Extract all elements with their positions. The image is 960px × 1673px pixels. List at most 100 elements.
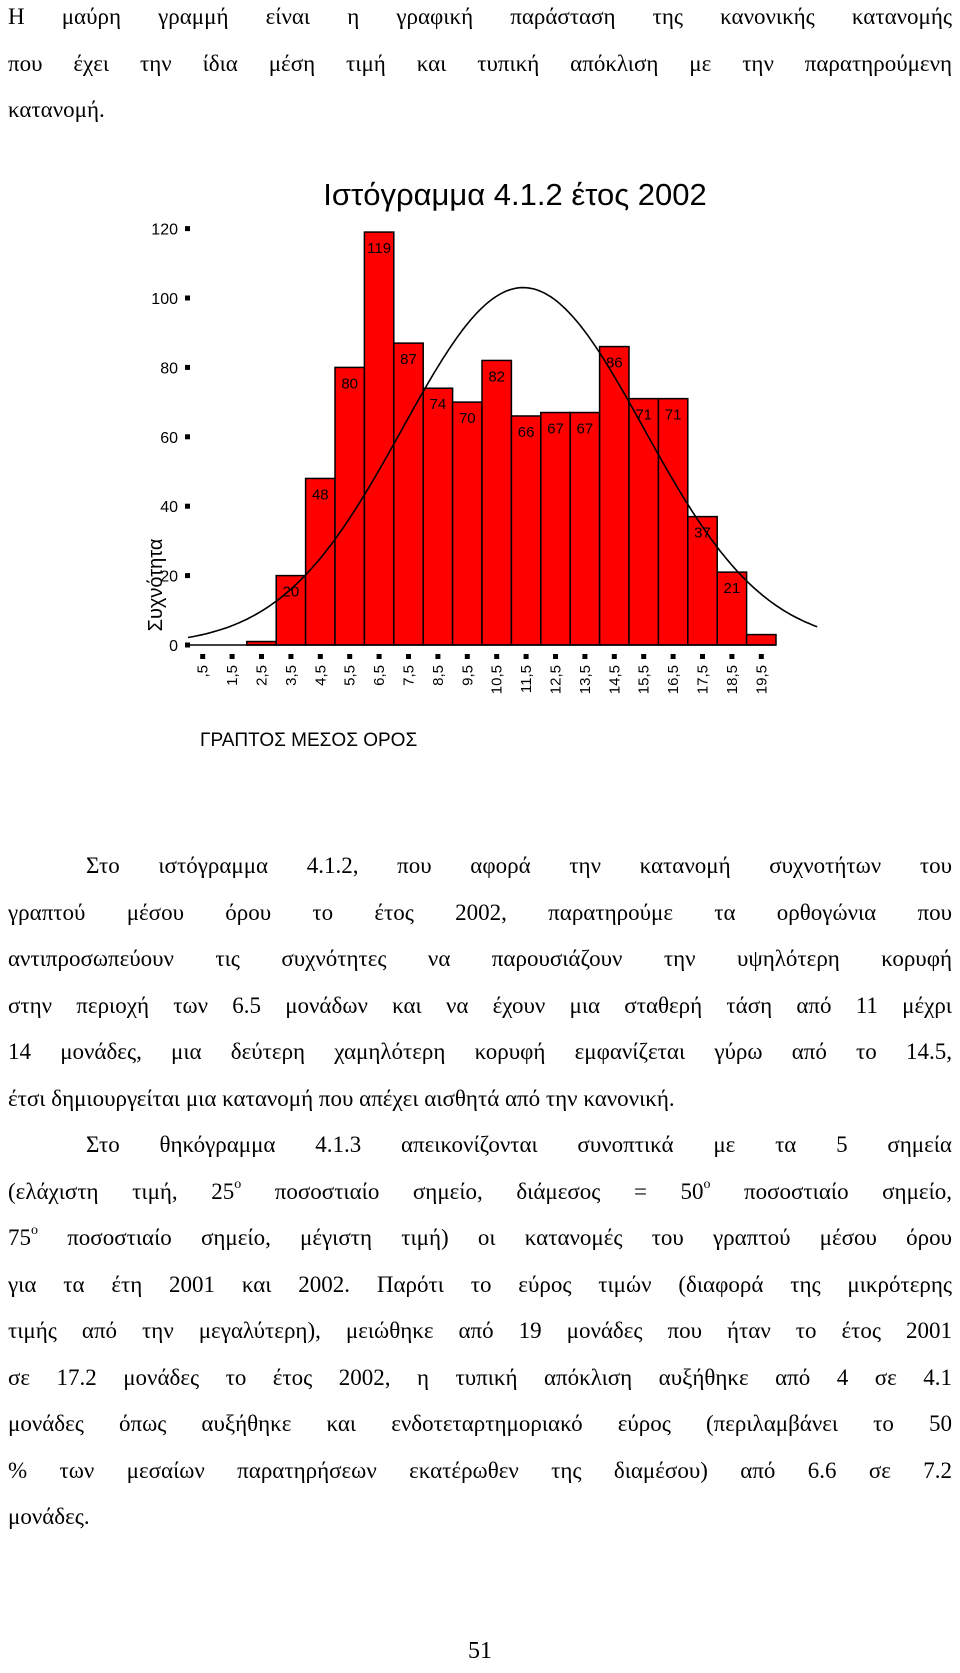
histogram-bar xyxy=(657,397,689,646)
x-tick-mark xyxy=(641,654,647,659)
text-line: μονάδες όπως αυξήθηκε και ενδοτεταρτημορ… xyxy=(8,1411,952,1436)
x-tick-label: 7,5 xyxy=(401,665,418,686)
text-line: τιμής από την μεγαλύτερη), μειώθηκε από … xyxy=(8,1318,952,1343)
intro-line: που έχει την ίδια μέση τιμή και τυπική α… xyxy=(8,50,952,76)
x-tick-label: 8,5 xyxy=(430,665,447,686)
y-tick-label: 0 xyxy=(169,638,178,655)
bar-value-label: 71 xyxy=(665,407,682,424)
bar-value-label: 71 xyxy=(635,407,652,424)
histogram-bar xyxy=(598,345,630,646)
bar-value-label: 87 xyxy=(400,351,417,368)
x-tick-mark xyxy=(700,654,705,659)
text-line: για τα έτη 2001 και 2002. Παρότι το εύρο… xyxy=(8,1271,952,1297)
page-number: 51 xyxy=(468,1638,492,1664)
x-tick-mark xyxy=(523,654,529,659)
histogram-bar xyxy=(745,633,777,646)
x-tick-label: 17,5 xyxy=(695,665,712,694)
x-tick-label: 6,5 xyxy=(371,665,388,686)
text-line: (ελάχιστη τιμή, 25ο ποσοστιαίο σημείο, δ… xyxy=(8,1176,953,1204)
bar-value-label: 48 xyxy=(312,486,329,503)
bar-value-label: 66 xyxy=(518,424,535,441)
x-tick-label: 3,5 xyxy=(283,665,300,686)
histogram-bar xyxy=(393,342,424,646)
text-line: μονάδες. xyxy=(8,1504,90,1529)
histogram-bar xyxy=(510,415,542,646)
y-tick-label: 20 xyxy=(160,569,178,586)
x-tick-label: 5,5 xyxy=(342,665,359,686)
x-tick-label: ,5 xyxy=(195,665,212,678)
x-tick-label: 1,5 xyxy=(224,665,241,686)
y-tick-label: 40 xyxy=(160,499,178,516)
bar-value-label: 86 xyxy=(606,355,623,372)
histogram-bar xyxy=(451,401,483,646)
text-line: έτσι δημιουργείται μια κατανομή που απέχ… xyxy=(8,1085,675,1111)
text-line: 75ο ποσοστιαίο σημείο, μέγιστη τιμή) οι … xyxy=(8,1223,952,1251)
histogram-bar xyxy=(716,571,748,646)
x-axis: ,5 1,5 2,5 3,5 4,5 5,5 6,5 7,5 8,5 9,5 10,5 11,5 12,… xyxy=(188,644,776,694)
text-line: γραπτού μέσου όρου το έτος 2002, παρατηρ… xyxy=(8,899,952,925)
text-line: σε 17.2 μονάδες το έτος 2002, η τυπική α… xyxy=(8,1364,952,1390)
normal-curve xyxy=(187,286,818,639)
bar-value-label: 21 xyxy=(724,580,741,597)
bar-labels: 20 48 80 119 87 74 70 82 66 67 67 86 71 71 37 21 xyxy=(283,240,741,601)
text-line: Στο ιστόγραμμα 4.1.2, που αφορά την κατα… xyxy=(86,853,952,878)
x-tick-label: 2,5 xyxy=(254,665,271,686)
y-tick-mark xyxy=(185,642,190,648)
x-tick-mark xyxy=(229,654,235,659)
bar-value-label: 37 xyxy=(694,525,711,542)
y-axis: 0 20 40 60 80 100 120 xyxy=(151,222,190,655)
bar-value-label: 80 xyxy=(341,375,358,392)
intro-paragraph: Η μαύρη γραμμή είναι η γραφική παράσταση… xyxy=(8,0,952,134)
intro-line: Η μαύρη γραμμή είναι η γραφική παράσταση… xyxy=(8,4,952,29)
y-tick-mark xyxy=(185,503,190,509)
y-tick-label: 120 xyxy=(151,222,178,239)
x-tick-label: 16,5 xyxy=(665,665,682,694)
x-tick-mark xyxy=(347,654,353,659)
x-axis-label: ΓΡΑΠΤΟΣ ΜΕΣΟΣ ΟΡΟΣ xyxy=(200,730,417,751)
bar-value-label: 82 xyxy=(488,368,505,385)
y-tick-label: 60 xyxy=(160,430,178,447)
histogram-bar xyxy=(540,411,571,646)
x-tick-mark xyxy=(406,654,411,659)
bars xyxy=(246,231,777,646)
bar-value-label: 70 xyxy=(459,410,476,427)
x-tick-mark xyxy=(729,654,735,659)
x-tick-label: 14,5 xyxy=(606,665,623,694)
paragraph-2: Στο θηκόγραμμα 4.1.3 απεικονίζονται συνο… xyxy=(8,1122,952,1541)
text-line: Στο θηκόγραμμα 4.1.3 απεικονίζονται συνο… xyxy=(86,1132,952,1157)
intro-line: κατανομή. xyxy=(8,97,105,122)
x-tick-mark xyxy=(259,654,264,659)
x-tick-mark xyxy=(317,654,323,659)
x-tick-mark xyxy=(288,654,294,659)
y-tick-label: 80 xyxy=(160,360,178,377)
x-tick-label: 12,5 xyxy=(548,665,565,694)
bar-value-label: 67 xyxy=(547,421,564,438)
text-line: 14 μονάδες, μια δεύτερη χαμηλότερη κορυφ… xyxy=(8,1039,952,1064)
x-tick-label: 18,5 xyxy=(724,665,741,694)
chart-title: Ιστόγραμμα 4.1.2 έτος 2002 xyxy=(323,180,707,212)
x-tick-label: 13,5 xyxy=(577,665,594,694)
histogram-bar xyxy=(363,231,395,646)
y-tick-mark xyxy=(185,573,190,579)
x-tick-mark xyxy=(582,654,588,659)
bar-value-label: 67 xyxy=(577,421,594,438)
paragraph-1: Στο ιστόγραμμα 4.1.2, που αφορά την κατα… xyxy=(8,843,952,1122)
y-tick-label: 100 xyxy=(151,291,178,308)
y-tick-mark xyxy=(185,295,190,301)
bar-value-label: 20 xyxy=(283,584,300,601)
x-tick-label: 4,5 xyxy=(312,665,329,686)
y-tick-mark xyxy=(185,226,190,232)
bar-value-label: 119 xyxy=(367,240,391,257)
x-tick-label: 10,5 xyxy=(489,665,506,694)
histogram-bar xyxy=(422,387,454,646)
x-tick-mark xyxy=(464,654,470,659)
x-tick-mark xyxy=(553,654,558,659)
text-line: % των μεσαίων παρατηρήσεων εκατέρωθεν τη… xyxy=(8,1457,952,1483)
x-tick-label: 19,5 xyxy=(753,665,770,694)
x-tick-mark xyxy=(758,654,764,659)
y-tick-mark xyxy=(185,434,190,440)
x-tick-label: 11,5 xyxy=(518,665,535,693)
text-line: στην περιοχή των 6.5 μονάδων και να έχου… xyxy=(8,992,952,1018)
histogram-bar xyxy=(334,366,366,646)
x-tick-label: 9,5 xyxy=(459,665,476,686)
